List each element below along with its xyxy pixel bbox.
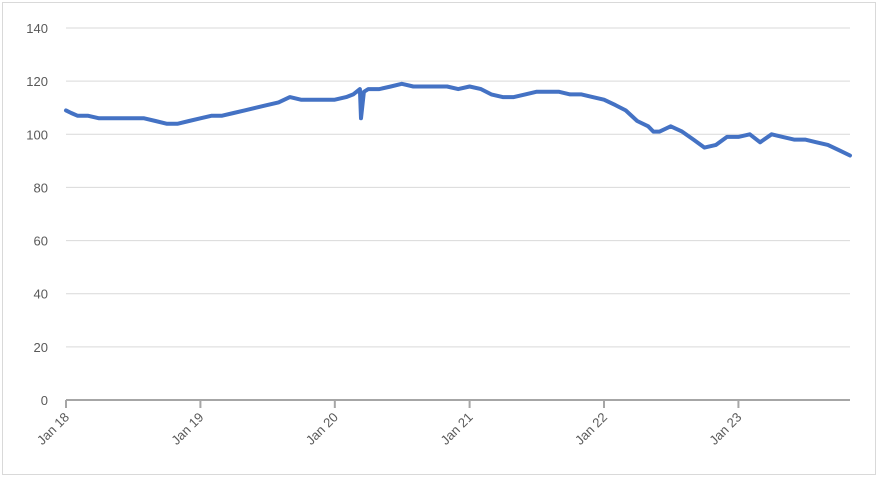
y-tick-label: 40 xyxy=(34,287,48,302)
x-axis-tick-labels: Jan 18 Jan 19 Jan 20 Jan 21 Jan 22 Jan 23 xyxy=(34,410,745,448)
y-tick-label: 20 xyxy=(34,340,48,355)
y-tick-label: 60 xyxy=(34,234,48,249)
y-tick-label: 100 xyxy=(26,127,48,142)
y-tick-label: 0 xyxy=(41,393,48,408)
gridlines xyxy=(66,27,850,348)
x-tick-label: Jan 18 xyxy=(34,410,72,448)
y-axis-tick-labels: 0 20 40 60 80 100 120 140 xyxy=(26,21,48,408)
x-tick-label: Jan 21 xyxy=(438,410,476,448)
x-tick-label: Jan 22 xyxy=(572,410,610,448)
x-tick-label: Jan 23 xyxy=(706,410,744,448)
series-line xyxy=(64,81,852,158)
y-tick-label: 80 xyxy=(34,180,48,195)
x-axis-tick-marks xyxy=(65,400,740,408)
x-tick-label: Jan 20 xyxy=(303,410,341,448)
y-tick-label: 120 xyxy=(26,74,48,89)
y-tick-label: 140 xyxy=(26,21,48,36)
x-tick-label: Jan 19 xyxy=(168,410,206,448)
